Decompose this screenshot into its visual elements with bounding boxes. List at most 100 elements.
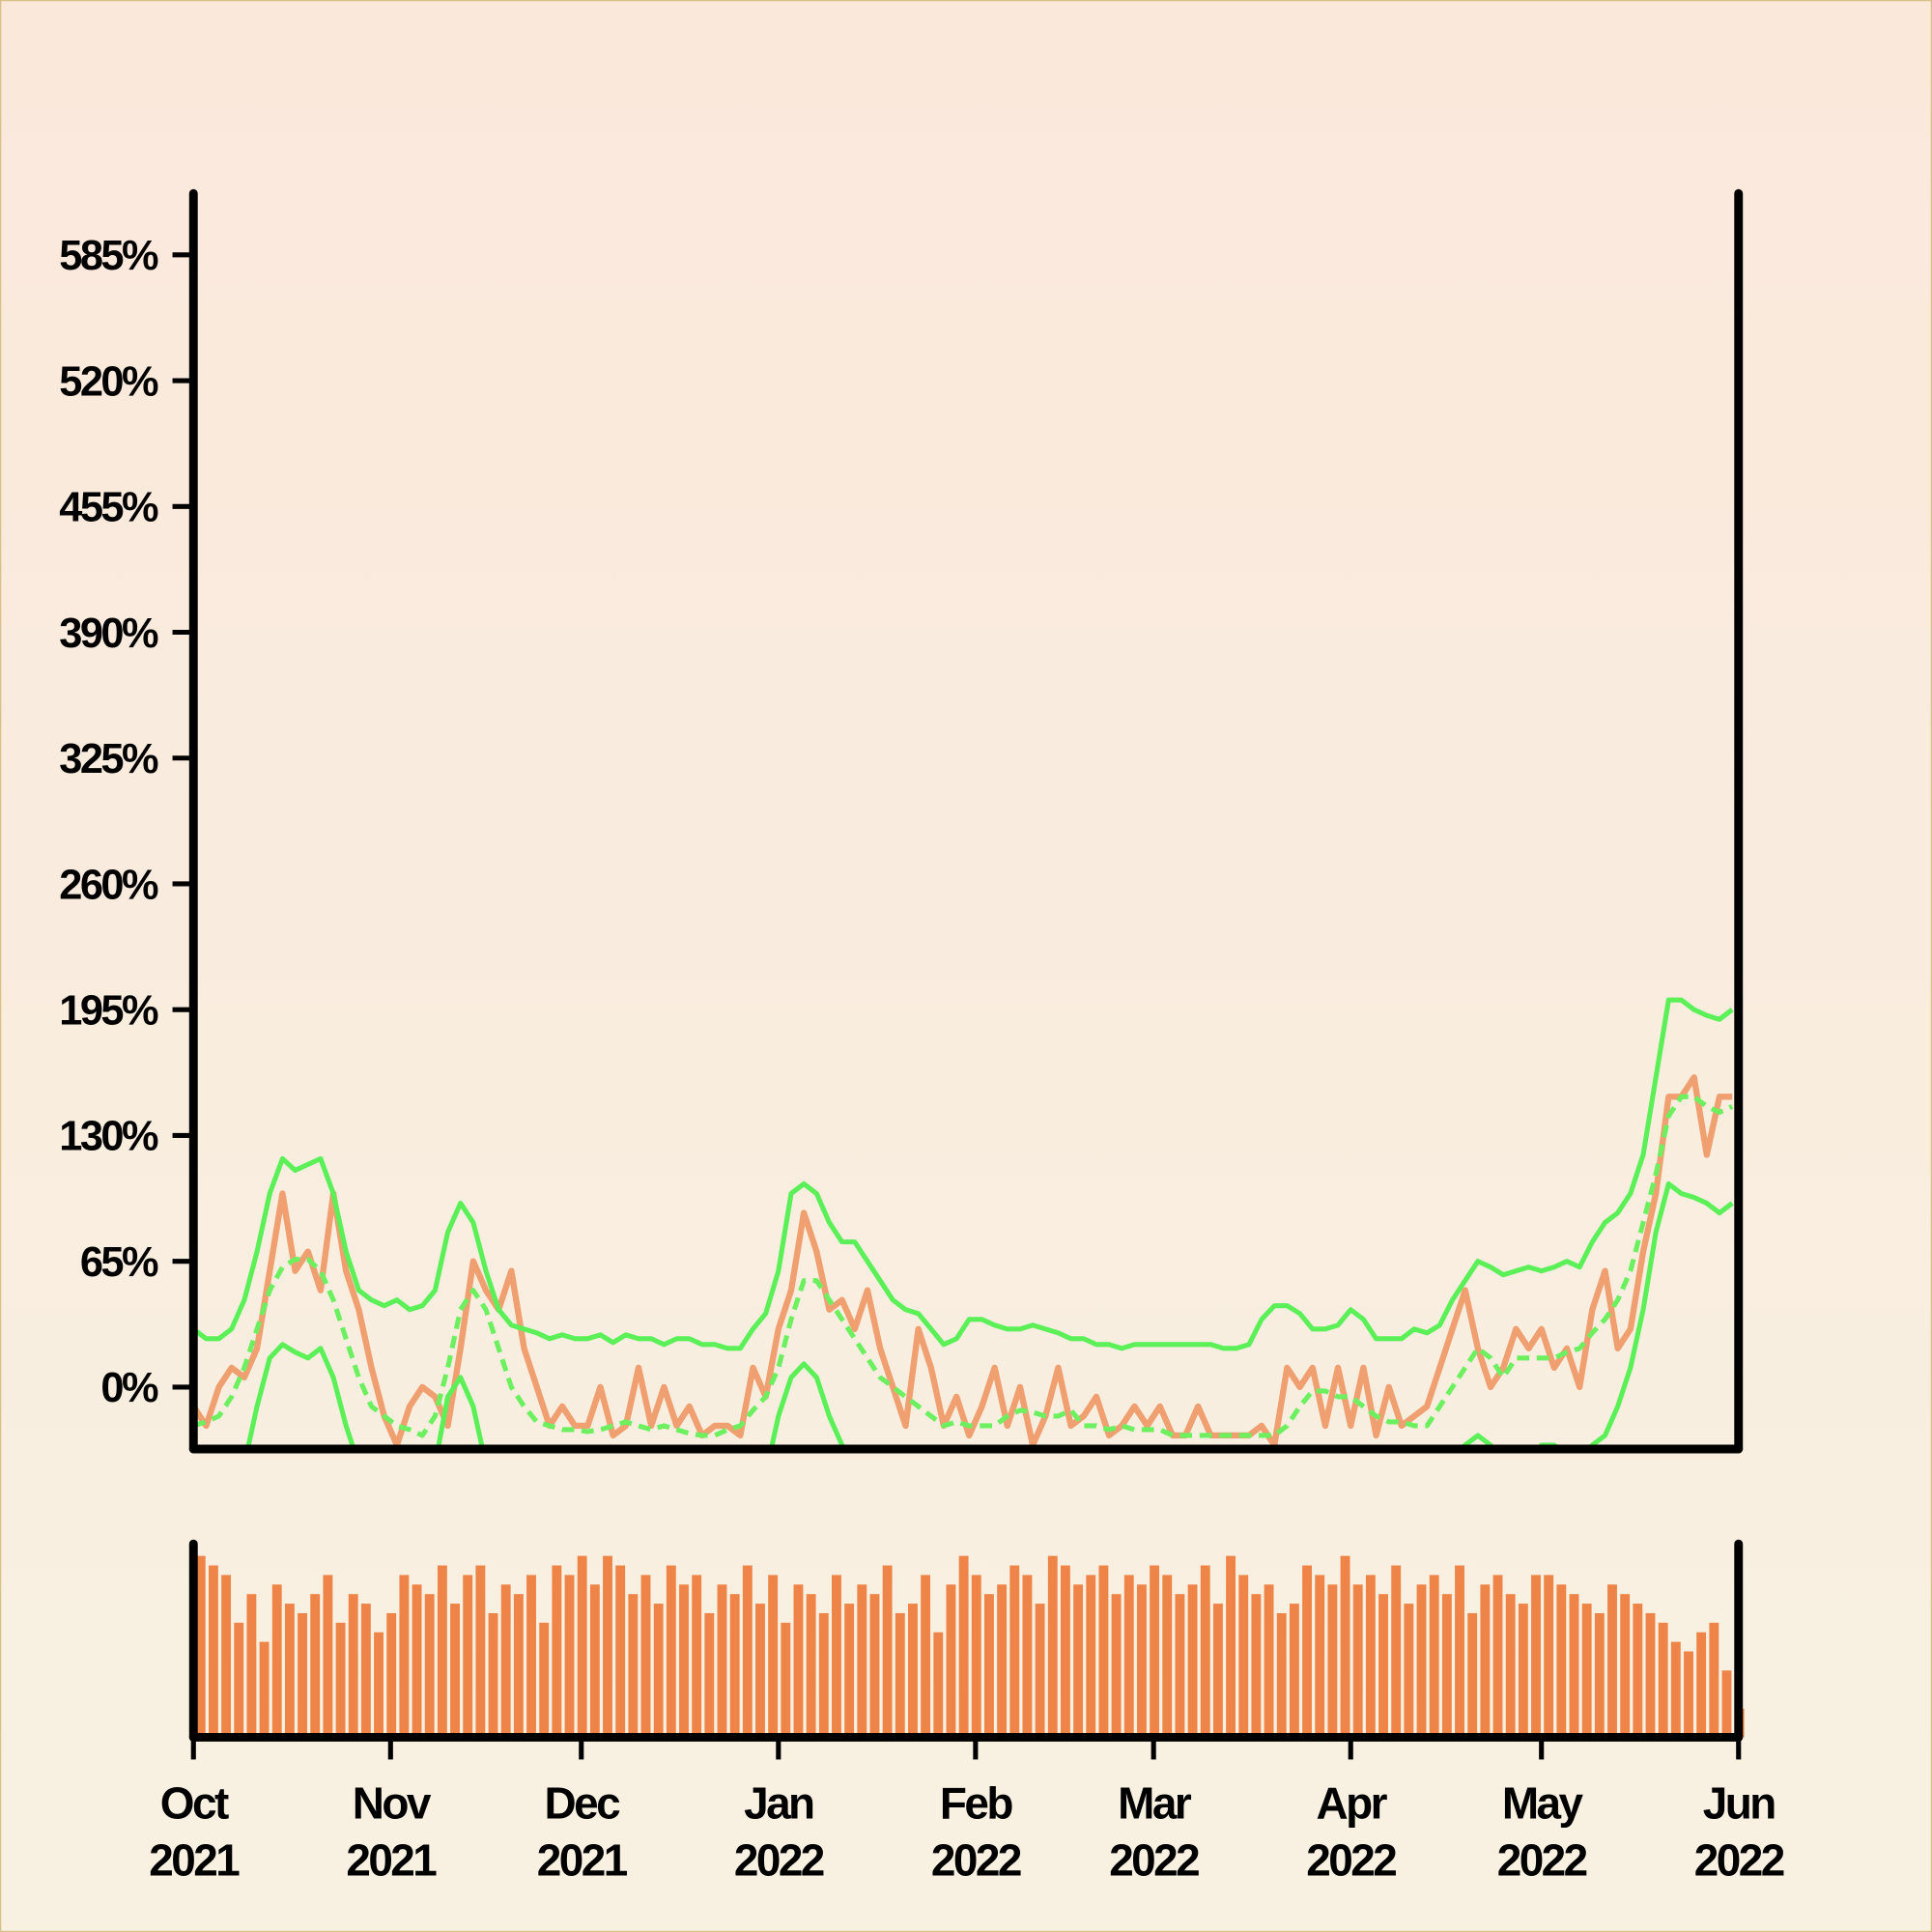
volume-bar	[1352, 1584, 1363, 1738]
x-tick-label: 2022	[734, 1834, 824, 1885]
volume-bar	[1581, 1604, 1592, 1738]
volume-bar	[412, 1584, 422, 1738]
volume-bar	[348, 1594, 358, 1738]
x-tick-label: 2022	[1306, 1834, 1396, 1885]
volume-bar	[1276, 1612, 1287, 1738]
x-tick-label: Dec	[544, 1778, 620, 1829]
volume-bar	[1721, 1670, 1732, 1738]
volume-bar	[1633, 1604, 1643, 1738]
volume-bar	[882, 1565, 893, 1738]
volume-bar	[857, 1584, 867, 1738]
volume-bar	[921, 1575, 931, 1738]
y-tick-label: 455%	[59, 485, 158, 531]
volume-bar	[1111, 1594, 1122, 1738]
volume-bar	[1289, 1604, 1299, 1738]
volume-bar	[832, 1575, 841, 1738]
volume-bar	[1315, 1575, 1325, 1738]
y-tick-label: 520%	[59, 358, 158, 405]
volume-bar	[475, 1565, 486, 1738]
volume-bar	[1086, 1575, 1096, 1738]
volume-bar	[463, 1575, 473, 1738]
volume-bar	[374, 1632, 384, 1738]
volume-bar	[946, 1584, 956, 1738]
volume-bar	[704, 1612, 715, 1738]
volume-bar	[679, 1584, 689, 1738]
volume-bar	[603, 1555, 612, 1738]
volume-bar	[984, 1594, 994, 1738]
volume-bar	[755, 1604, 765, 1738]
volume-bar	[1684, 1651, 1693, 1738]
volume-bar	[1022, 1575, 1033, 1738]
y-tick-label: 390%	[59, 611, 158, 657]
x-tick-label: Jun	[1703, 1778, 1775, 1829]
volume-bar	[729, 1594, 740, 1738]
volume-bar	[666, 1565, 676, 1738]
volume-bar	[692, 1575, 702, 1738]
volume-bar	[971, 1575, 981, 1738]
volume-bar	[640, 1575, 651, 1738]
volume-bar	[1200, 1565, 1210, 1738]
x-tick-label: Feb	[940, 1778, 1012, 1829]
series-line	[193, 1074, 1733, 1449]
volume-bar	[1416, 1584, 1427, 1738]
volume-bar	[1467, 1612, 1478, 1738]
volume-bar	[1391, 1565, 1402, 1738]
volume-bar	[335, 1622, 346, 1738]
volume-bar	[1302, 1565, 1312, 1738]
y-tick-label: 585%	[59, 233, 158, 279]
volume-bar	[1150, 1565, 1160, 1738]
volume-bar	[234, 1622, 244, 1738]
volume-bar	[195, 1555, 206, 1738]
x-tick-label: 2022	[1497, 1834, 1587, 1885]
x-tick-label: Apr	[1317, 1778, 1388, 1829]
y-tick-label: 0%	[100, 1365, 158, 1411]
x-tick-label: 2021	[537, 1834, 628, 1885]
volume-bar	[1429, 1575, 1439, 1738]
volume-bar	[1404, 1604, 1414, 1738]
volume-bar	[386, 1612, 397, 1738]
x-tick-label: Mar	[1118, 1778, 1192, 1829]
volume-bar	[589, 1584, 600, 1738]
y-tick-label: 260%	[59, 862, 158, 908]
volume-bar	[1264, 1584, 1274, 1738]
volume-bar	[284, 1604, 295, 1738]
volume-bar	[806, 1594, 816, 1738]
volume-bar	[997, 1584, 1008, 1738]
volume-bar	[1531, 1575, 1541, 1738]
volume-bar	[298, 1612, 307, 1738]
volume-bar	[908, 1604, 918, 1738]
volume-bar	[742, 1565, 753, 1738]
volume-bar	[1505, 1594, 1516, 1738]
volume-bar	[818, 1612, 829, 1738]
volume-bar	[1123, 1575, 1134, 1738]
volume-bar	[653, 1604, 664, 1738]
volume-bar	[437, 1565, 447, 1738]
volume-bar	[360, 1604, 371, 1738]
y-tick-label: 65%	[80, 1239, 158, 1286]
volume-bar	[424, 1594, 435, 1738]
volume-bar	[1047, 1555, 1058, 1738]
volume-bar	[958, 1555, 969, 1738]
volume-bar	[208, 1565, 218, 1738]
x-tick-label: Oct	[160, 1778, 229, 1829]
x-tick-label: 2022	[1109, 1834, 1199, 1885]
volume-bar	[933, 1632, 944, 1738]
volume-bar	[399, 1575, 410, 1738]
volume-bar	[1620, 1594, 1631, 1738]
volume-bar	[1569, 1594, 1579, 1738]
volume-bar	[259, 1641, 270, 1738]
y-tick-label: 195%	[59, 988, 158, 1035]
volume-bar	[564, 1575, 575, 1738]
plot-area	[193, 997, 1734, 1449]
volume-bar	[513, 1594, 524, 1738]
volume-bar	[1480, 1584, 1491, 1738]
volume-bar	[1594, 1612, 1605, 1738]
volume-bar	[895, 1612, 905, 1738]
y-tick-label: 130%	[59, 1114, 158, 1160]
volume-bar	[1098, 1565, 1109, 1738]
volume-bar	[1238, 1575, 1249, 1738]
x-tick-label: 2021	[346, 1834, 437, 1885]
volume-bar	[1378, 1594, 1388, 1738]
volume-bar	[1009, 1565, 1020, 1738]
